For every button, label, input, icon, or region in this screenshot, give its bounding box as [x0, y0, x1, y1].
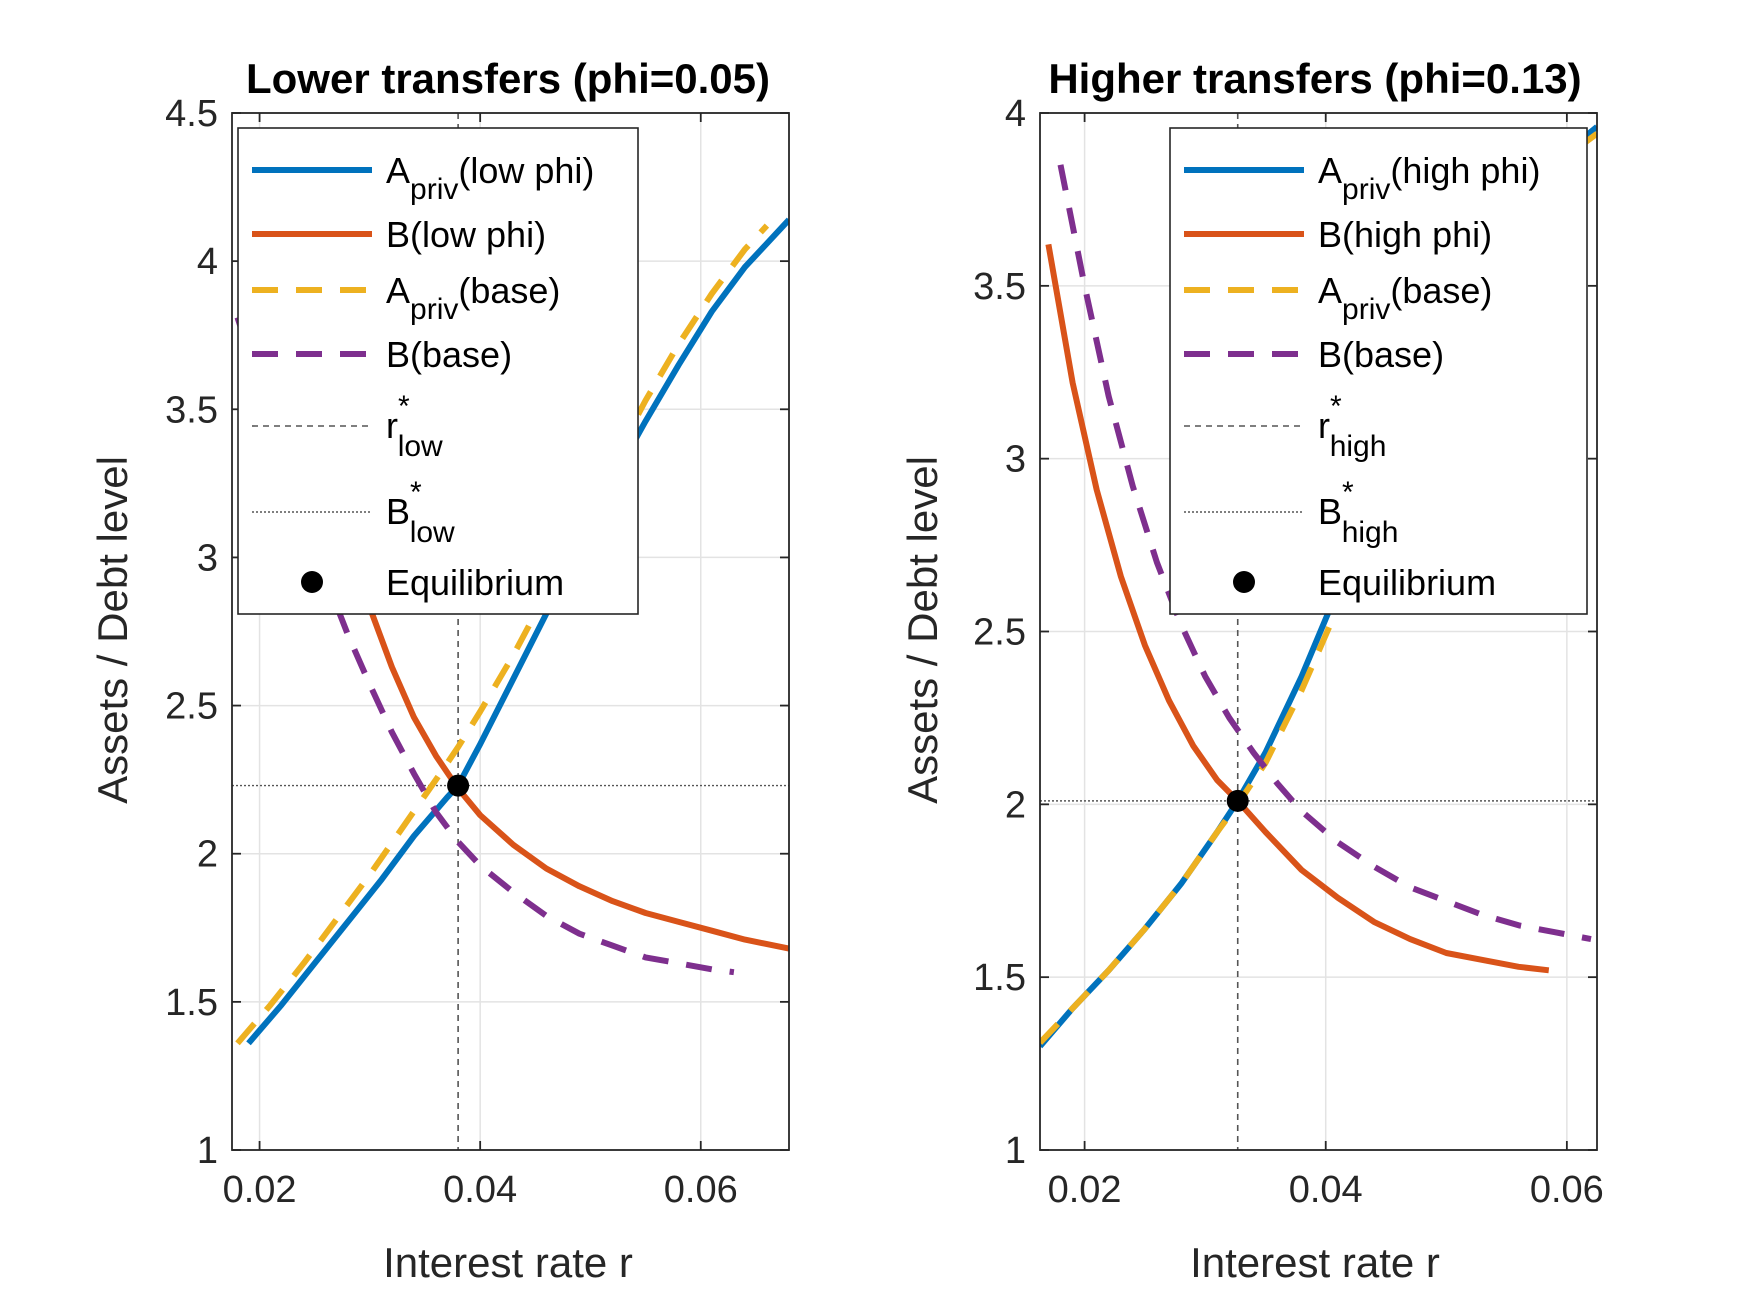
series-line-3 — [1057, 164, 1592, 943]
y-tick-label: 2 — [197, 834, 218, 876]
left-panel: Lower transfers (phi=0.05) Interest rate… — [89, 55, 790, 1286]
y-tick-label: 2.5 — [165, 686, 218, 728]
equilibrium-point — [447, 774, 470, 797]
legend-entry-r-star: r* high — [1318, 390, 1386, 463]
left-panel-xlabel: Interest rate r — [383, 1239, 633, 1286]
legend-swatch-equilibrium — [301, 571, 323, 593]
legend-entry-equilibrium: Equilibrium — [1318, 562, 1496, 603]
right-panel: Higher transfers (phi=0.13) Interest rat… — [899, 55, 1604, 1286]
legend: Apriv(high phi) B(high phi) Apriv(base) B(b… — [1169, 127, 1588, 615]
series-line-0 — [246, 217, 789, 1046]
x-tick-label: 0.06 — [664, 1169, 738, 1211]
legend-entry-b-star: B* low — [386, 476, 455, 549]
legend-entry-b-star: B* high — [1318, 476, 1398, 549]
right-panel-ylabel: Assets / Debt level — [899, 456, 946, 804]
x-tick-label: 0.02 — [223, 1169, 297, 1211]
y-tick-label: 1.5 — [973, 957, 1026, 999]
y-tick-label: 4.5 — [165, 93, 218, 135]
legend-entry-2: Apriv(base) — [386, 270, 560, 326]
x-tick-label: 0.06 — [1530, 1169, 1604, 1211]
y-tick-label: 3.5 — [973, 266, 1026, 308]
x-tick-label: 0.02 — [1048, 1169, 1122, 1211]
legend-entry-1: B(low phi) — [386, 214, 546, 255]
legend-entry-0: Apriv(low phi) — [386, 150, 594, 206]
x-tick-label: 0.04 — [1289, 1169, 1363, 1211]
legend-entry-equilibrium: Equilibrium — [386, 562, 564, 603]
legend-entry-3: B(base) — [1318, 334, 1444, 375]
y-tick-label: 4 — [1005, 93, 1026, 135]
legend-entry-r-star: r* low — [386, 390, 443, 463]
left-panel-plot-area: 0.02 0.04 0.06 1 1.5 2 2.5 3 3.5 4 4.5 Apriv(low ph… — [165, 93, 790, 1211]
y-tick-label: 1 — [1005, 1130, 1026, 1172]
y-tick-label: 2 — [1005, 784, 1026, 826]
legend-box — [237, 127, 639, 615]
legend-entry-3: B(base) — [386, 334, 512, 375]
left-panel-ylabel: Assets / Debt level — [89, 456, 136, 804]
right-panel-title: Higher transfers (phi=0.13) — [1048, 55, 1581, 102]
legend-entry-1: B(high phi) — [1318, 214, 1492, 255]
y-tick-label: 3 — [1005, 439, 1026, 481]
left-panel-title: Lower transfers (phi=0.05) — [246, 55, 770, 102]
right-panel-xlabel: Interest rate r — [1190, 1239, 1440, 1286]
y-tick-label: 1.5 — [165, 982, 218, 1024]
legend-entry-2: Apriv(base) — [1318, 270, 1492, 326]
series-line-2 — [235, 223, 770, 1046]
series-line-1 — [322, 452, 789, 952]
axes-box — [231, 112, 790, 1151]
right-panel-plot-area: 0.02 0.04 0.06 1 1.5 2 2.5 3 3.5 4 Apriv(high phi)… — [973, 93, 1604, 1211]
legend-swatch-equilibrium — [1233, 571, 1255, 593]
y-tick-label: 2.5 — [973, 612, 1026, 654]
legend-entry-0: Apriv(high phi) — [1318, 150, 1540, 206]
series-line-2 — [1040, 131, 1597, 1045]
y-tick-label: 4 — [197, 241, 218, 283]
legend: Apriv(low phi) B(low phi) Apriv(base) B(bas… — [237, 127, 639, 615]
y-tick-label: 3 — [197, 537, 218, 579]
y-tick-label: 1 — [197, 1130, 218, 1172]
y-tick-label: 3.5 — [165, 389, 218, 431]
legend-box — [1169, 127, 1588, 615]
x-tick-label: 0.04 — [443, 1169, 517, 1211]
series-line-1 — [1045, 243, 1550, 974]
equilibrium-point — [1226, 789, 1249, 812]
